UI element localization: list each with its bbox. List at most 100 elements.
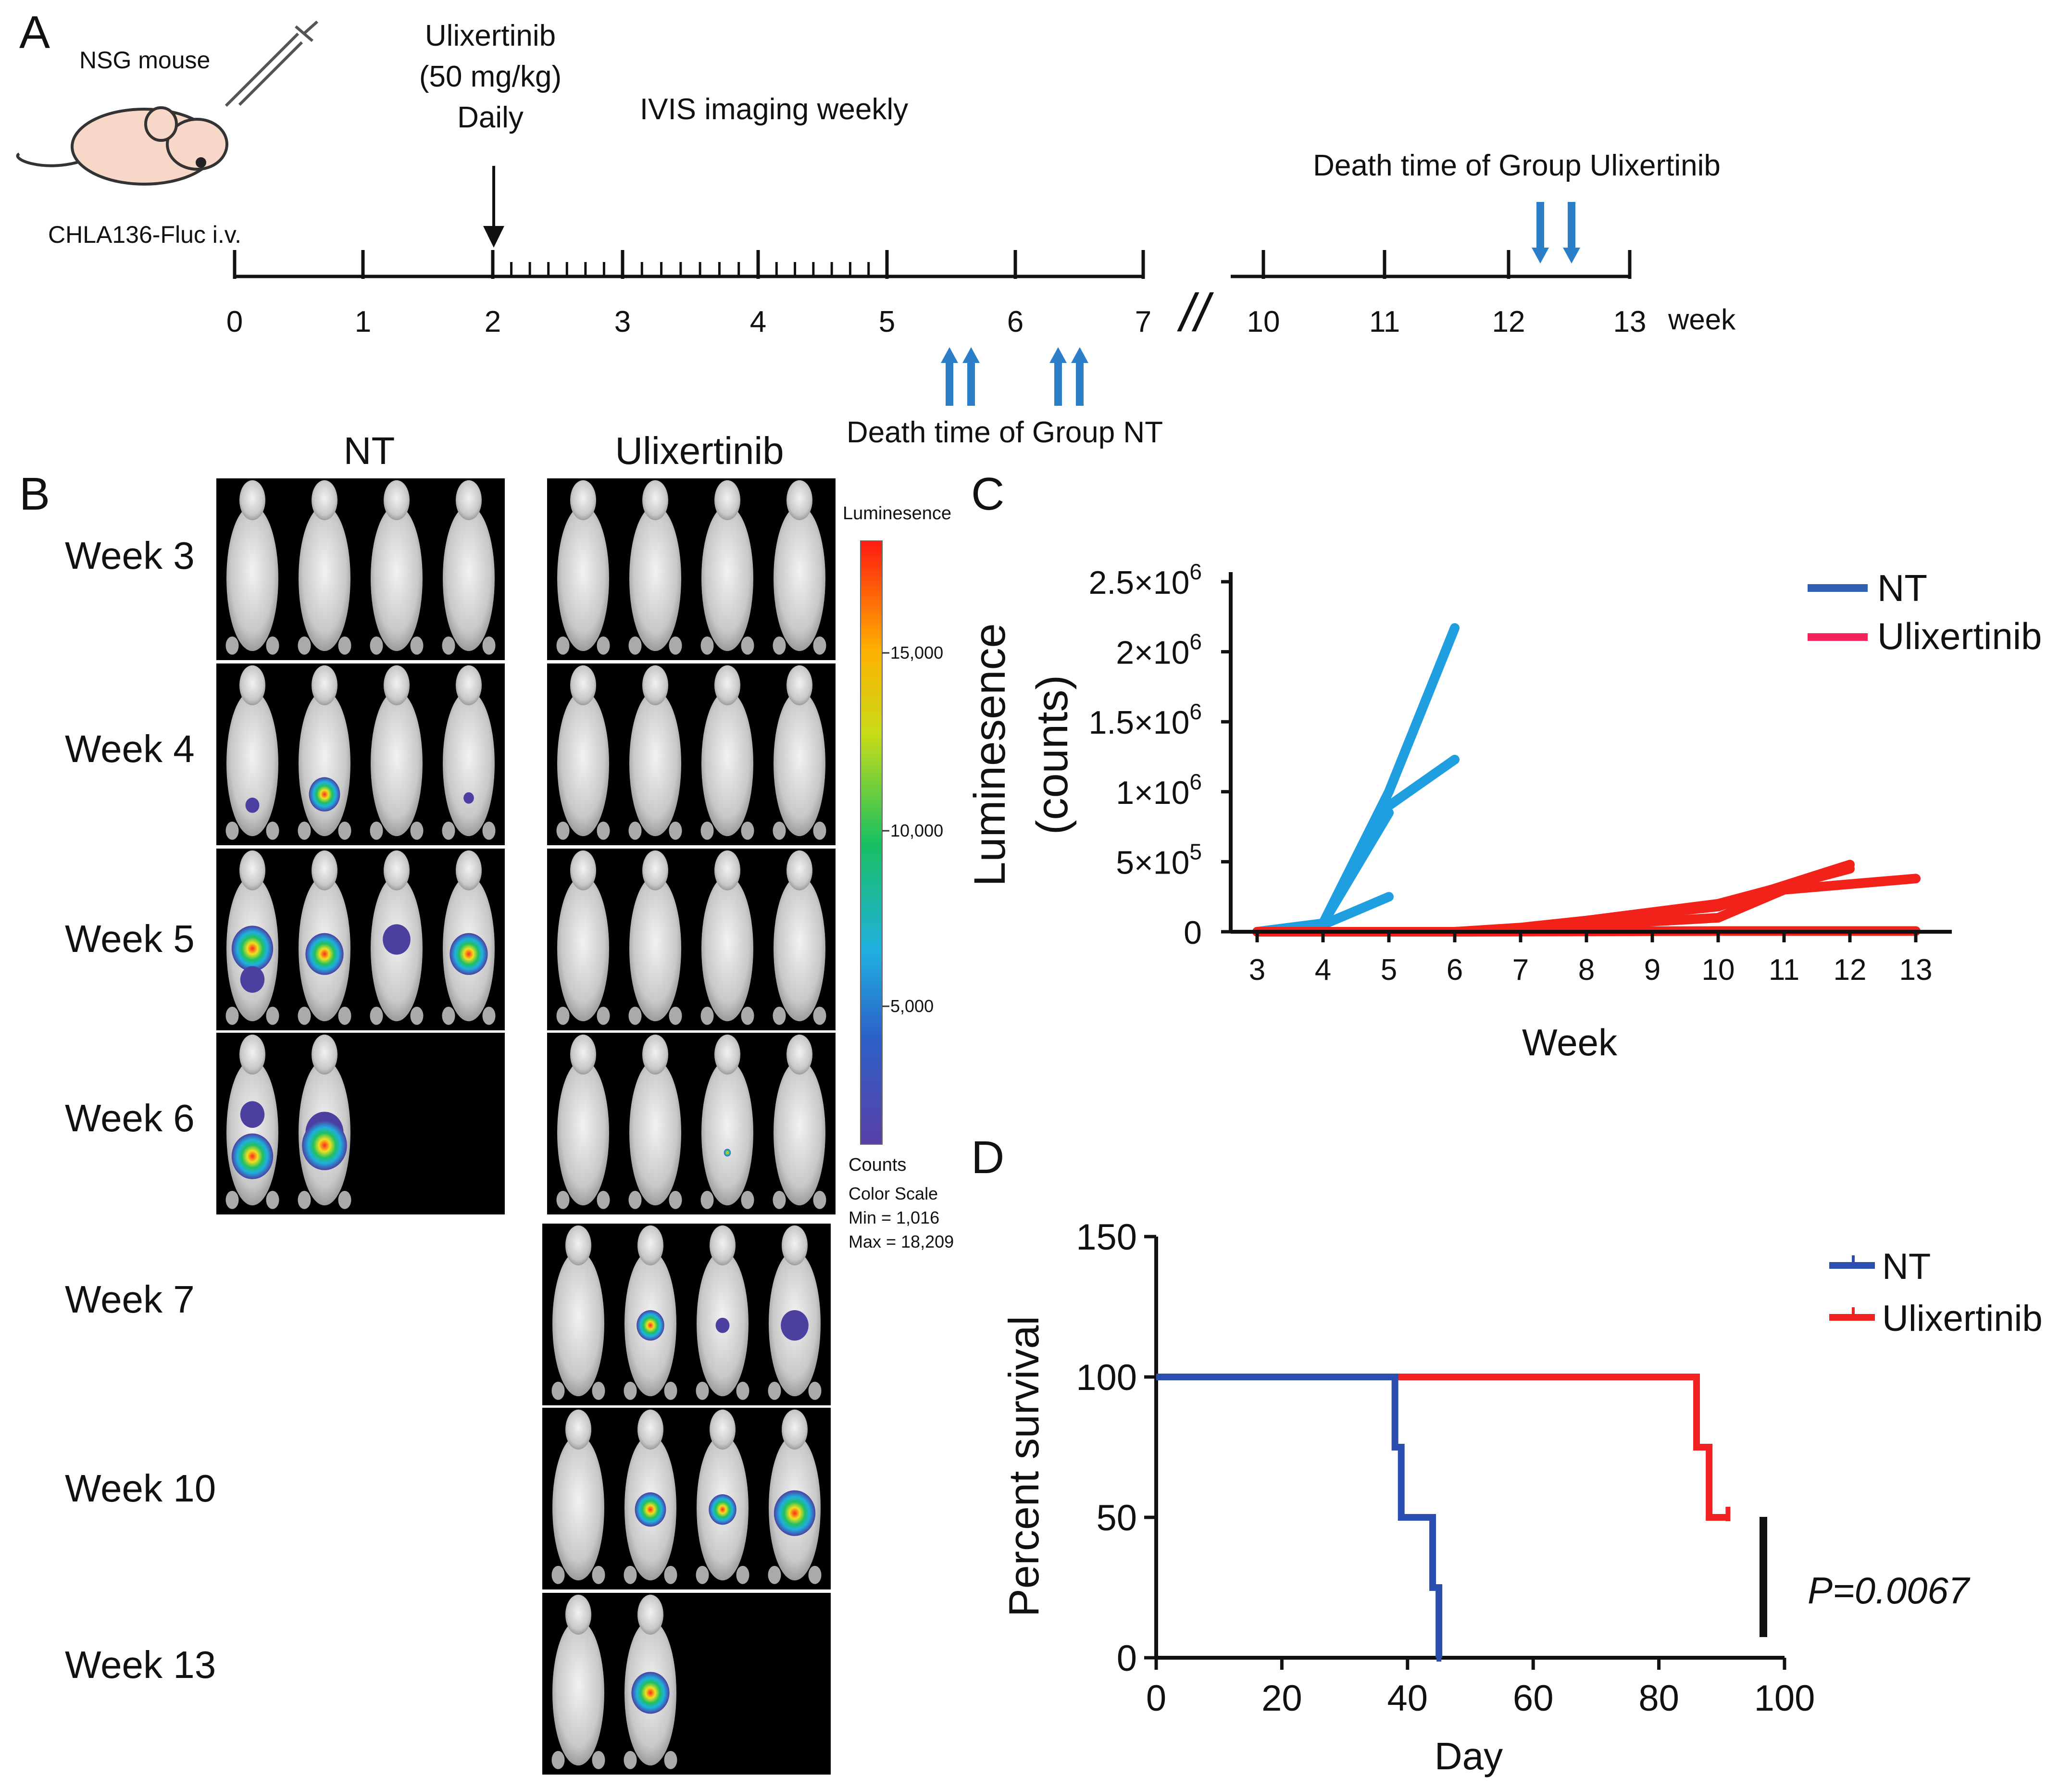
c-ylabel-line2: (counts)	[1028, 675, 1077, 835]
luminescence-blob	[240, 1101, 265, 1128]
luminescence-blob	[245, 798, 260, 813]
luminescence-blob	[631, 1672, 670, 1714]
luminescence-blob	[302, 1120, 347, 1170]
ulix-image-tile	[542, 1408, 831, 1589]
c-xtick-label: 8	[1578, 953, 1595, 987]
c-xtick-label: 5	[1381, 953, 1397, 987]
timeline-panel: NSG mouse CHLA136-Fluc i.v. Ulixertinib …	[16, 19, 1736, 449]
c-xtick-label: 9	[1644, 953, 1660, 987]
mouse-image	[556, 665, 610, 840]
d-legend-label-ulix: Ulixertinib	[1882, 1298, 2043, 1339]
d-xtick-label: 60	[1513, 1678, 1554, 1719]
p-value-annotation: P=0.0067	[1808, 1569, 1971, 1612]
luminescence-blob	[449, 933, 488, 975]
imaging-label: IVIS imaging weekly	[640, 93, 908, 126]
luminescence-chart: 0 5×105 1×106 1.5×106 2×106 2.5×106 3 4 5 6 7 8 9 10 1…	[965, 559, 2042, 1063]
c-xlabel: Week	[1522, 1021, 1618, 1063]
timeline-tick-label: 3	[614, 305, 631, 338]
c-legend-swatch-ulix	[1808, 633, 1868, 641]
luminescence-blob	[774, 1490, 816, 1536]
ulix-image-tile	[547, 1033, 836, 1214]
luminescence-blob	[637, 1310, 664, 1341]
mouse-image	[773, 850, 826, 1025]
mouse-image	[773, 1034, 826, 1209]
luminescence-blob	[715, 1317, 730, 1333]
timeline-tick-label: 5	[879, 305, 895, 338]
imaging-row-label: Week 7	[65, 1278, 195, 1321]
mouse-image	[442, 480, 496, 655]
c-legend: NT Ulixertinib	[1808, 567, 2042, 657]
mouse-image	[551, 1594, 605, 1769]
drug-label-line2: (50 mg/kg)	[419, 60, 562, 93]
timeline-tick-label: 11	[1369, 305, 1400, 338]
mouse-image	[628, 665, 682, 840]
c-xtick-label: 12	[1834, 953, 1867, 987]
mouse-image	[298, 480, 351, 655]
timeline-tick-label: 12	[1492, 305, 1525, 338]
timeline-tick-label: 13	[1613, 305, 1647, 338]
d-ytick-label: 150	[1076, 1217, 1137, 1258]
imaging-row-label: Week 3	[65, 534, 195, 577]
luminescence-blob	[231, 1133, 274, 1179]
mouse-image	[556, 1034, 610, 1209]
death-nt-arrows	[941, 347, 1088, 406]
d-ytick-label: 50	[1096, 1498, 1137, 1539]
imaging-row-label: Week 10	[65, 1467, 216, 1510]
significance-bar	[1760, 1517, 1767, 1637]
timeline-tick-label: 2	[485, 305, 501, 338]
c-ylabel-line1: Luminesence	[965, 623, 1014, 886]
imaging-row-label: Week 5	[65, 917, 195, 960]
c-xtick-label: 10	[1702, 953, 1735, 987]
c-xtick-label: 4	[1315, 953, 1331, 987]
scale-max-label: Max = 18,209	[849, 1232, 954, 1251]
luminescence-blob	[463, 792, 474, 804]
timeline-unit: week	[1668, 303, 1736, 336]
luminescence-blob	[309, 777, 340, 812]
c-ytick-label: 1.5×106	[1089, 699, 1202, 741]
nt-image-tile	[216, 1033, 505, 1214]
c-ytick-label: 2.5×106	[1089, 559, 1202, 601]
mouse-image	[773, 665, 826, 840]
luminescence-blob	[635, 1492, 666, 1527]
luminescence-blob	[781, 1310, 809, 1341]
ulix-image-tile	[547, 663, 836, 845]
mouse-image	[700, 480, 754, 655]
luminescence-blob	[231, 926, 274, 972]
d-xtick-label: 20	[1261, 1678, 1302, 1719]
timeline-tick-label: 4	[750, 305, 766, 338]
d-xtick-label: 80	[1638, 1678, 1679, 1719]
d-xtick-label: 0	[1146, 1678, 1166, 1719]
mouse-image	[624, 1409, 677, 1584]
timeline-tick-label: 10	[1247, 305, 1280, 338]
ulix-image-tile	[547, 849, 836, 1030]
drug-label-line1: Ulixertinib	[425, 19, 556, 52]
mouse-image	[225, 665, 279, 840]
d-legend-label-nt: NT	[1882, 1246, 1931, 1287]
ulix-image-tile	[542, 1593, 831, 1775]
column-title-nt: NT	[344, 429, 395, 472]
panel-label-d: D	[971, 1132, 1004, 1183]
c-xtick-label: 7	[1512, 953, 1529, 987]
c-legend-swatch-nt	[1808, 584, 1868, 592]
mouse-image	[551, 1409, 605, 1584]
timeline-axis: 0 1 2 3 4 5 6 7 10 11 12 13	[226, 250, 1647, 338]
c-ytick-label: 2×106	[1116, 629, 1202, 671]
luminescence-blob	[709, 1494, 736, 1525]
d-ytick-label: 100	[1076, 1357, 1137, 1398]
scale-tick-5000: 5,000	[890, 996, 934, 1016]
scale-colorscale-label: Color Scale	[849, 1184, 938, 1203]
d-series-line-ulix	[1156, 1374, 1728, 1521]
panel-label-b: B	[19, 468, 50, 520]
panel-label-a: A	[19, 7, 50, 58]
mouse-image	[442, 665, 496, 840]
imaging-row-label: Week 13	[65, 1643, 216, 1686]
mouse-image	[700, 665, 754, 840]
c-legend-label-nt: NT	[1877, 567, 1927, 609]
scale-counts-label: Counts	[849, 1155, 906, 1175]
c-ytick-label: 0	[1184, 914, 1202, 951]
syringe-icon	[225, 20, 318, 107]
mouse-image	[628, 1034, 682, 1209]
scale-bar	[860, 540, 883, 1145]
mouse-image	[370, 480, 424, 655]
